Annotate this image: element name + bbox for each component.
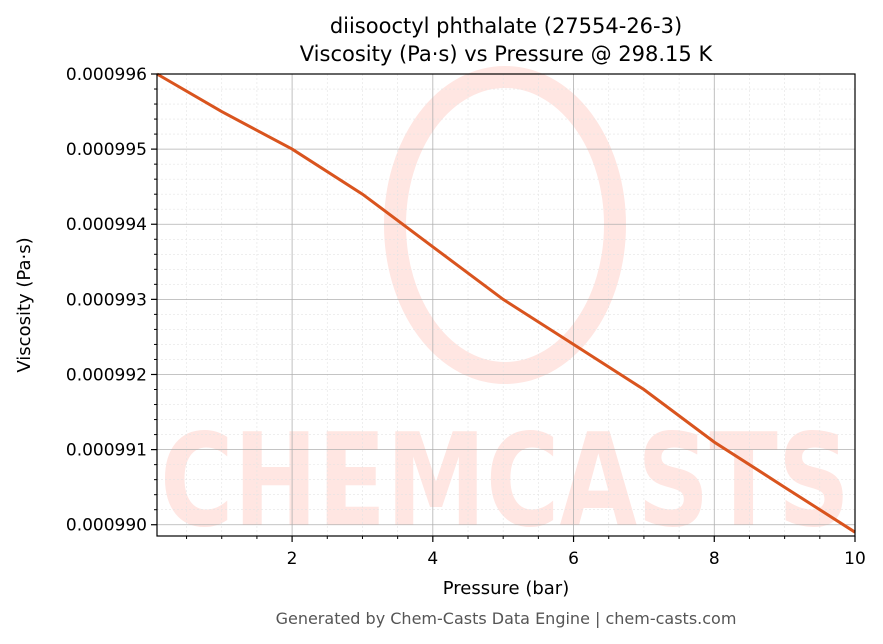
y-tick-label: 0.000990 xyxy=(66,516,147,536)
chart-subtitle: Viscosity (Pa·s) vs Pressure @ 298.15 K xyxy=(300,42,714,66)
watermark-logo-icon xyxy=(384,66,626,384)
watermark-text: CHEMCASTS xyxy=(160,407,850,556)
x-axis-label: Pressure (bar) xyxy=(443,578,569,599)
x-tick-label: 6 xyxy=(568,549,579,569)
series-line xyxy=(156,72,856,534)
y-tick-label: 0.000995 xyxy=(66,140,147,160)
x-tick-label: 2 xyxy=(287,549,298,569)
footer-credit: Generated by Chem-Casts Data Engine | ch… xyxy=(276,609,737,628)
y-tick-label: 0.000994 xyxy=(66,215,147,235)
x-tick-label: 8 xyxy=(709,549,720,569)
chart-title: diisooctyl phthalate (27554-26-3) xyxy=(330,14,682,38)
watermark: CHEMCASTS xyxy=(160,66,850,556)
minor-grid xyxy=(157,74,855,536)
y-tick-label: 0.000991 xyxy=(66,441,147,461)
y-tick-label: 0.000992 xyxy=(66,365,147,385)
x-tick-label: 10 xyxy=(844,549,866,569)
y-axis-label: Viscosity (Pa·s) xyxy=(14,237,35,372)
plot-frame xyxy=(156,73,856,537)
x-axis: 2 4 6 8 10 xyxy=(186,536,866,569)
y-tick-label: 0.000993 xyxy=(66,290,147,310)
x-tick-label: 4 xyxy=(427,549,438,569)
y-tick-label: 0.000996 xyxy=(66,65,147,85)
y-axis: 0.000990 0.000991 0.000992 0.000993 0.000994… xyxy=(66,65,157,536)
